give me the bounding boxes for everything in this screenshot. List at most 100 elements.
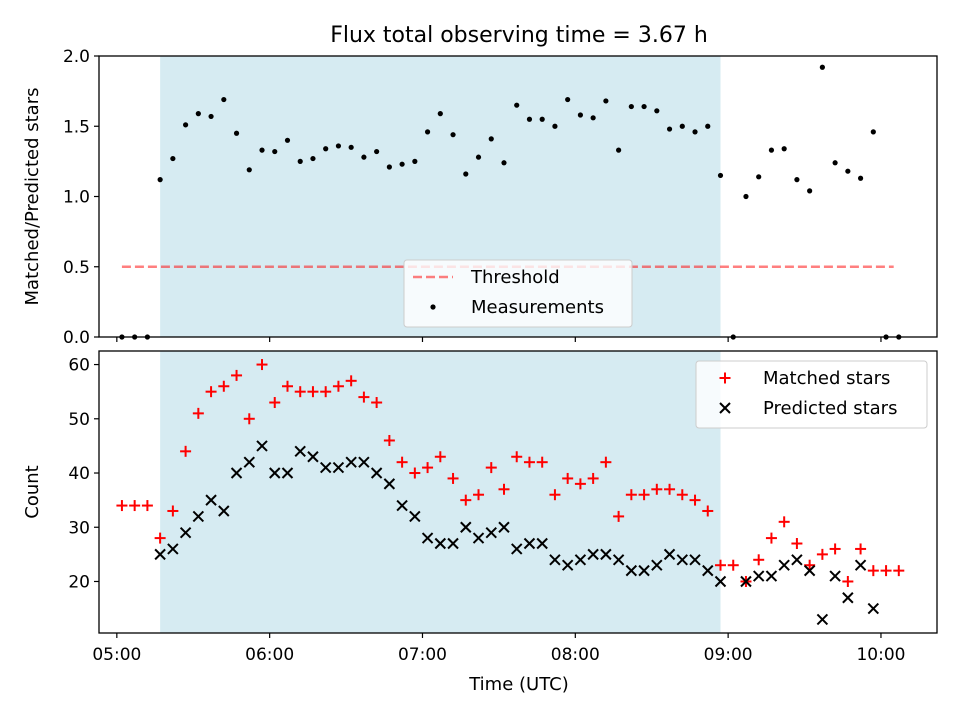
legend-entry: Predicted stars <box>719 398 897 419</box>
measurement-point <box>565 96 571 103</box>
matched-point <box>358 391 370 403</box>
predicted-point <box>485 526 497 539</box>
measurement-point <box>386 164 392 170</box>
predicted-point-b <box>281 467 294 479</box>
matched-point <box>383 434 395 446</box>
measurement-point <box>526 116 533 122</box>
measurement-point <box>514 102 520 108</box>
matched-point <box>536 456 548 468</box>
predicted-point-b <box>523 537 536 550</box>
measurement-point <box>807 188 813 194</box>
measurement-point <box>717 172 724 179</box>
count-panel: 20 30 40 50 60 05:00 06:00 07:00 08:00 09:00 10:00… <box>22 350 938 665</box>
measurement-point <box>577 112 584 118</box>
matched-point <box>880 565 892 577</box>
y-tick-label: 1.5 <box>63 117 90 137</box>
predicted-point-b <box>511 543 523 555</box>
predicted-point <box>778 559 790 571</box>
measurement-point <box>552 123 558 129</box>
measurement-point <box>781 146 787 152</box>
measurement-point <box>590 115 596 121</box>
predicted-point-b <box>167 543 179 555</box>
measurement-point <box>195 111 201 117</box>
matched-point <box>434 451 446 463</box>
legend-entry: Threshold <box>413 267 560 288</box>
predicted-point <box>561 559 574 571</box>
predicted-point-b <box>383 478 396 490</box>
legend-label: Matched stars <box>763 368 890 389</box>
predicted-point <box>294 445 306 458</box>
matched-point <box>829 543 841 555</box>
measurement-point <box>488 136 494 142</box>
predicted-point <box>625 564 638 577</box>
predicted-point-b <box>587 548 599 561</box>
measurement-point <box>272 148 278 155</box>
predicted-point-b <box>230 467 243 479</box>
measurement-point <box>450 132 456 138</box>
legend: Matched stars Predicted stars <box>695 360 928 429</box>
measurement-point <box>756 174 762 180</box>
measurement-point <box>170 155 176 162</box>
predicted-point-b <box>218 505 230 517</box>
predicted-point-b <box>625 564 638 577</box>
measurement-point <box>641 103 647 110</box>
predicted-point-b <box>714 575 727 588</box>
matched-point <box>256 359 268 371</box>
measurement-point <box>183 122 189 128</box>
matched-point <box>281 380 293 392</box>
x-tick-label: 07:00 <box>398 645 447 665</box>
measurement-point <box>628 103 634 110</box>
predicted-point <box>358 456 370 468</box>
matched-point <box>396 456 408 468</box>
measurement-point <box>705 123 711 129</box>
predicted-point-b <box>791 554 803 566</box>
measurement-point <box>335 143 342 149</box>
predicted-point-b <box>421 532 434 544</box>
predicted-point <box>218 505 230 517</box>
measurement-point <box>424 129 431 135</box>
matched-point <box>243 413 255 425</box>
matched-point <box>141 500 153 512</box>
matched-point <box>625 489 637 501</box>
measurement-point <box>845 168 851 174</box>
predicted-point-b <box>574 554 587 566</box>
matched-point <box>422 462 434 474</box>
predicted-point-b <box>294 445 306 458</box>
y-tick-label: 0.0 <box>63 328 90 348</box>
predicted-point <box>192 510 205 523</box>
matched-point <box>613 510 625 522</box>
legend-entry: Matched stars <box>719 368 890 389</box>
predicted-point-b <box>612 554 625 566</box>
matched-point <box>320 386 332 398</box>
legend-entry: Measurements <box>430 297 604 318</box>
matched-point <box>765 532 777 544</box>
x-tick-label: 08:00 <box>551 645 600 665</box>
predicted-point-b <box>816 613 829 626</box>
measurement-point <box>870 129 876 135</box>
predicted-point <box>472 532 485 544</box>
figure-title: Flux total observing time = 3.67 h <box>330 23 708 48</box>
matched-point <box>180 445 192 457</box>
predicted-point <box>574 554 587 566</box>
predicted-point-b <box>498 521 510 533</box>
matched-point <box>129 500 141 512</box>
predicted-point-b <box>409 510 421 523</box>
x-axis-label: Time (UTC) <box>468 674 569 695</box>
predicted-point <box>536 537 548 550</box>
y-axis-label: Count <box>22 465 43 518</box>
matched-point <box>485 462 497 474</box>
matched-point <box>702 505 714 517</box>
predicted-point-b <box>307 451 319 463</box>
matched-point <box>371 397 383 409</box>
predicted-point-b <box>154 548 166 561</box>
predicted-point-b <box>663 548 676 561</box>
measurement-point <box>323 146 329 152</box>
x-tick-label: 06:00 <box>245 645 294 665</box>
ratio-panel: 0.0 0.5 1.0 1.5 2.0 Matched/Predicted stars Th… <box>22 47 938 348</box>
predicted-point-b <box>638 564 650 577</box>
predicted-point <box>752 570 765 582</box>
matched-point <box>778 516 790 528</box>
measurement-point <box>233 130 240 136</box>
matched-point <box>167 505 179 517</box>
measurement-point <box>475 154 482 160</box>
